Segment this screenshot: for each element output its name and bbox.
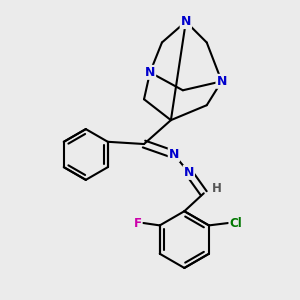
Text: N: N [181, 15, 191, 28]
Text: Cl: Cl [230, 217, 242, 230]
Text: N: N [145, 66, 155, 79]
Text: N: N [217, 75, 227, 88]
Text: N: N [169, 148, 179, 161]
Text: F: F [134, 217, 141, 230]
Text: H: H [212, 182, 222, 195]
Text: N: N [184, 166, 194, 179]
